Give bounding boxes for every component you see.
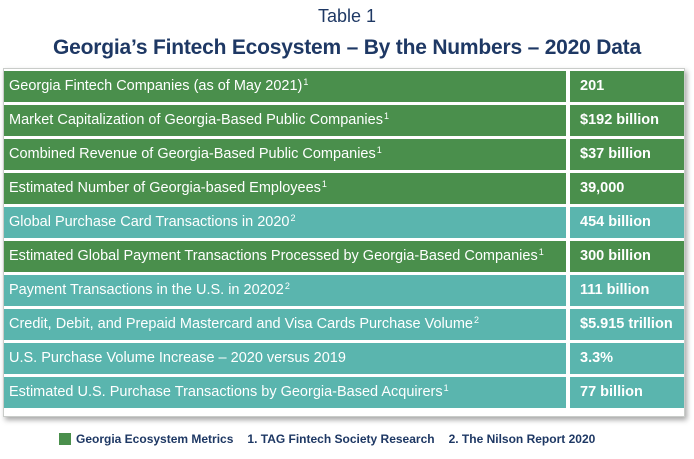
green-swatch-icon: [59, 433, 71, 445]
legend-source-1: 1. TAG Fintech Society Research: [247, 432, 435, 446]
row-value: 201: [570, 71, 684, 102]
metrics-table: Georgia Fintech Companies (as of May 202…: [3, 68, 685, 417]
row-value: 111 billion: [570, 275, 684, 306]
row-label: Credit, Debit, and Prepaid Mastercard an…: [4, 309, 566, 340]
row-value: 3.3%: [570, 343, 684, 374]
table-row: Credit, Debit, and Prepaid Mastercard an…: [4, 309, 684, 340]
row-value: 300 billion: [570, 241, 684, 272]
row-label: Georgia Fintech Companies (as of May 202…: [4, 71, 566, 102]
row-value: 77 billion: [570, 377, 684, 408]
legend: Georgia Ecosystem Metrics 1. TAG Fintech…: [59, 432, 609, 446]
table-number-label: Table 1: [317, 6, 377, 26]
legend-metrics: Georgia Ecosystem Metrics: [76, 432, 234, 446]
row-value: 39,000: [570, 173, 684, 204]
table-row: Estimated Number of Georgia-based Employ…: [4, 173, 684, 204]
row-label: Global Purchase Card Transactions in 202…: [4, 207, 566, 238]
table-row: Market Capitalization of Georgia-Based P…: [4, 105, 684, 136]
legend-source-2: 2. The Nilson Report 2020: [448, 432, 596, 446]
row-label: Payment Transactions in the U.S. in 2020…: [4, 275, 566, 306]
row-value: $192 billion: [570, 105, 684, 136]
row-label: Estimated U.S. Purchase Transactions by …: [4, 377, 566, 408]
table-row: Combined Revenue of Georgia-Based Public…: [4, 139, 684, 170]
table-row: Georgia Fintech Companies (as of May 202…: [4, 71, 684, 102]
table-row: Estimated Global Payment Transactions Pr…: [4, 241, 684, 272]
row-label: Estimated Number of Georgia-based Employ…: [4, 173, 566, 204]
table-row: Estimated U.S. Purchase Transactions by …: [4, 377, 684, 408]
row-label: Estimated Global Payment Transactions Pr…: [4, 241, 566, 272]
row-value: 454 billion: [570, 207, 684, 238]
table-row: Global Purchase Card Transactions in 202…: [4, 207, 684, 238]
row-value: $5.915 trillion: [570, 309, 684, 340]
table-row: Payment Transactions in the U.S. in 2020…: [4, 275, 684, 306]
row-value: $37 billion: [570, 139, 684, 170]
row-label: U.S. Purchase Volume Increase – 2020 ver…: [4, 343, 566, 374]
table-row: U.S. Purchase Volume Increase – 2020 ver…: [4, 343, 684, 374]
page-title: Georgia’s Fintech Ecosystem – By the Num…: [53, 36, 641, 59]
row-label: Market Capitalization of Georgia-Based P…: [4, 105, 566, 136]
row-label: Combined Revenue of Georgia-Based Public…: [4, 139, 566, 170]
